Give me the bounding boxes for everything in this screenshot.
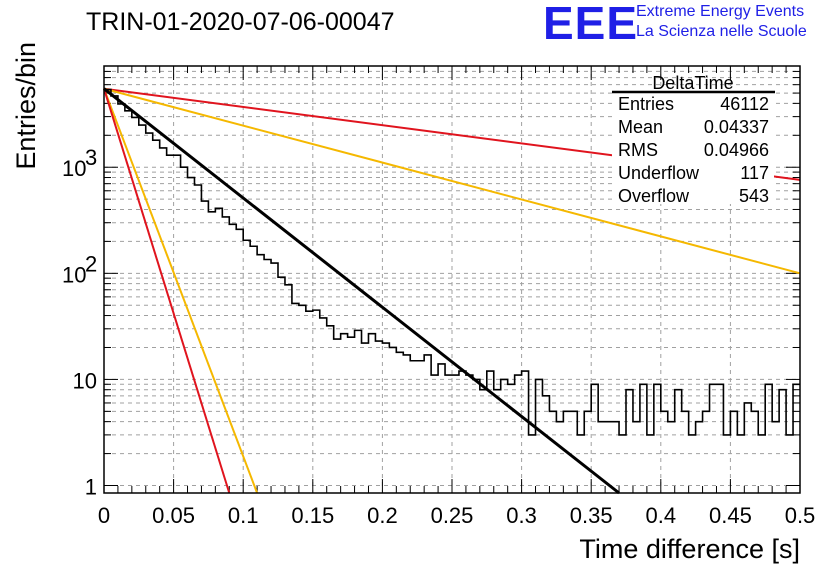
stats-value: 0.04966 xyxy=(704,140,769,160)
stats-label: Underflow xyxy=(618,163,700,183)
x-tick-label: 0.45 xyxy=(709,503,752,528)
logo-caption-line1: Extreme Energy Events xyxy=(636,3,805,20)
x-tick-label: 0.15 xyxy=(291,503,334,528)
yellow-line xyxy=(103,87,801,275)
x-tick-label: 0.1 xyxy=(228,503,259,528)
histogram-step-line xyxy=(104,88,800,436)
x-tick-label: 0.05 xyxy=(152,503,195,528)
y-tick-label: 10 xyxy=(62,156,86,181)
y-axis-title: Entries/bin xyxy=(11,42,41,170)
eee-logo: EEE xyxy=(543,0,639,49)
x-tick-label: 0.3 xyxy=(506,503,537,528)
y-tick-label: 10 xyxy=(73,368,97,393)
stats-value: 46112 xyxy=(720,94,769,114)
x-tick-label: 0 xyxy=(98,503,110,528)
x-axis-title: Time difference [s] xyxy=(579,534,800,564)
stats-rows: Entries 46112 Mean 0.04337 RMS 0.04966Underfl… xyxy=(618,94,769,206)
y-tick-exponent: 2 xyxy=(85,251,97,276)
yellow-line xyxy=(103,88,259,494)
x-tick-label: 0.25 xyxy=(431,503,474,528)
y-tick-label: 1 xyxy=(85,475,97,500)
stats-label: Mean xyxy=(618,117,663,137)
stats-label: Entries xyxy=(618,94,674,114)
tick-labels: 0 0.05 0.1 0.15 0.2 0.25 0.3 0.35 0.4 0.45 0.5 1 10 1… xyxy=(62,145,815,528)
x-tick-label: 0.5 xyxy=(785,503,816,528)
stats-value: 0.04337 xyxy=(704,117,769,137)
y-tick-label: 10 xyxy=(62,262,86,287)
stats-box: DeltaTime Entries 46112 Mean 0.04337 RMS 0.04… xyxy=(612,73,775,206)
histogram-layer xyxy=(103,87,800,495)
red-line xyxy=(103,88,231,494)
stats-value: 117 xyxy=(740,163,769,183)
x-tick-label: 0.4 xyxy=(646,503,677,528)
plot-frame xyxy=(103,65,801,494)
stats-title: DeltaTime xyxy=(652,73,733,93)
x-tick-label: 0.2 xyxy=(367,503,398,528)
stats-value: 543 xyxy=(739,186,769,206)
stats-label: Overflow xyxy=(618,186,690,206)
stats-box-background xyxy=(612,86,774,204)
x-tick-label: 0.35 xyxy=(570,503,613,528)
page-title: TRIN-01-2020-07-06-00047 xyxy=(86,8,395,36)
stats-label: RMS xyxy=(618,140,658,160)
y-tick-exponent: 3 xyxy=(85,145,97,170)
axis-ticks xyxy=(103,66,801,493)
exponential-fit-line xyxy=(103,87,620,495)
logo-caption-line2: La Scienza nelle Scuole xyxy=(636,23,807,40)
